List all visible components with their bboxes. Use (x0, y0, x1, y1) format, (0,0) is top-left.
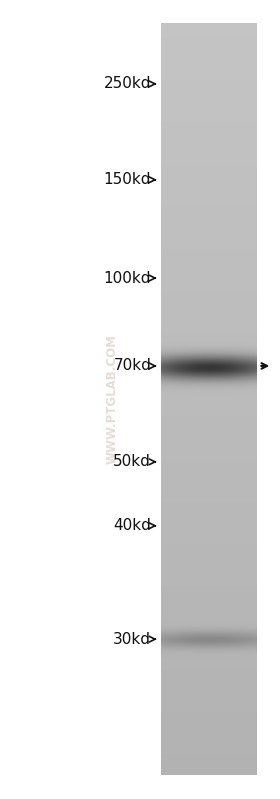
Text: 50kd: 50kd (113, 455, 151, 469)
Text: 70kd: 70kd (113, 359, 151, 373)
Text: 250kd: 250kd (104, 77, 151, 91)
Text: 150kd: 150kd (104, 173, 151, 187)
Text: WWW.PTGLAB.COM: WWW.PTGLAB.COM (106, 335, 118, 464)
Text: 30kd: 30kd (113, 632, 151, 646)
Text: 40kd: 40kd (113, 519, 151, 533)
Text: 100kd: 100kd (104, 271, 151, 285)
